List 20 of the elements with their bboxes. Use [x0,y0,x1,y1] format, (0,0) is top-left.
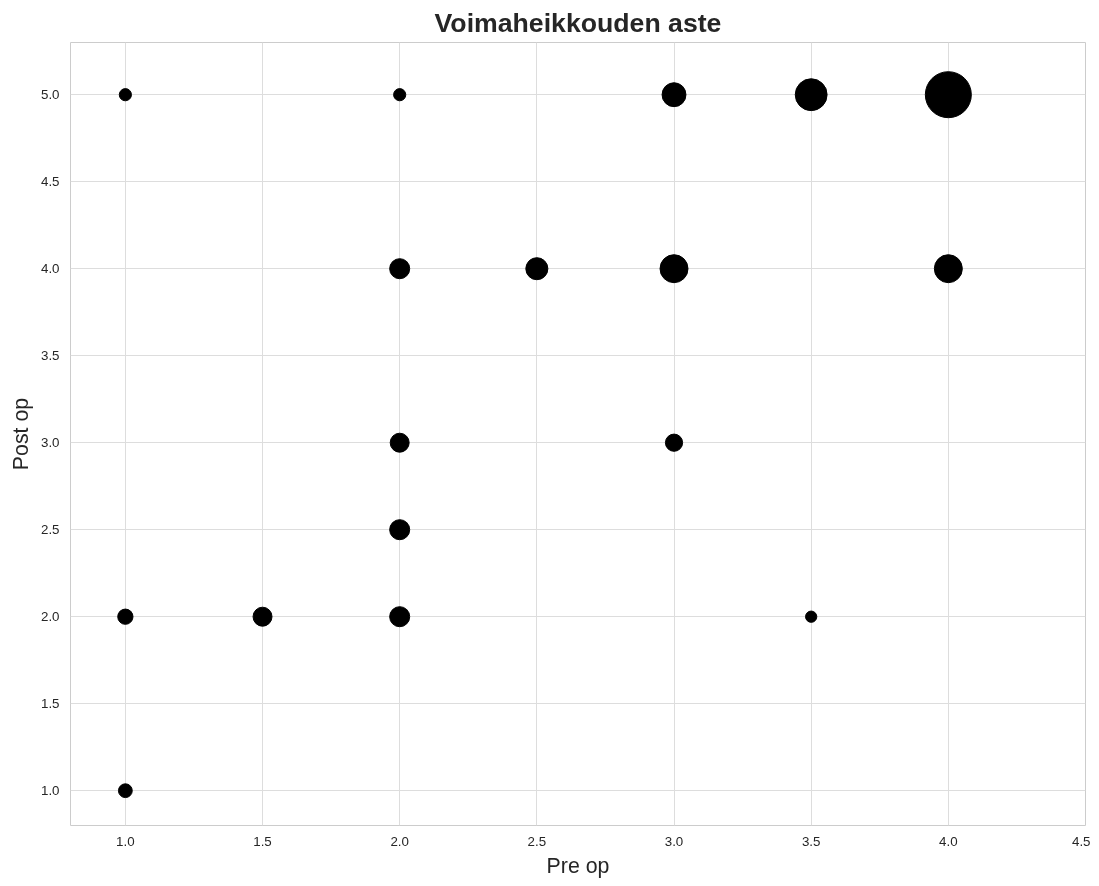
x-tick-label: 2.0 [390,833,409,849]
y-tick-label: 2.5 [40,522,60,538]
y-tick-label: 4.5 [40,174,60,190]
x-tick-label: 4.5 [1071,833,1091,849]
x-tick-label: 2.5 [527,833,547,849]
y-tick-label: 2.0 [40,609,60,625]
chart-title: Voimaheikkouden aste [434,7,722,38]
x-axis-title: Pre op [546,853,610,878]
y-tick-label: 3.0 [40,435,60,451]
x-tick-label: 4.0 [939,833,958,849]
y-tick-label: 1.5 [40,696,60,712]
x-tick-label: 1.5 [253,833,272,849]
x-tick-label: 3.0 [664,833,684,849]
y-tick-label: 5.0 [40,87,60,103]
y-axis-title: Post op [8,397,33,471]
x-tick-label: 3.5 [801,833,821,849]
y-tick-label: 1.0 [40,783,60,799]
y-tick-label: 3.5 [40,348,60,364]
y-tick-label: 4.0 [40,261,60,277]
x-tick-label: 1.0 [116,833,135,849]
